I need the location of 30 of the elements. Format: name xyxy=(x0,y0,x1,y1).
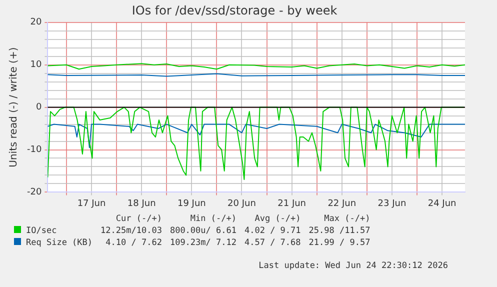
y-tick-label: -10 xyxy=(26,145,42,156)
x-tick-label: 18 Jun xyxy=(127,198,156,209)
text: Last update: Wed Jun 24 22:30:12 2026 xyxy=(258,261,448,271)
chart-title: IOs for /dev/ssd/storage - by week xyxy=(132,3,338,18)
x-tick-label: 20 Jun xyxy=(228,198,256,209)
y-tick-label: -20 xyxy=(26,188,42,198)
x-tick-label: 17 Jun xyxy=(77,198,106,209)
text: Max (-/+) xyxy=(323,213,372,225)
x-tick-label: 21 Jun xyxy=(278,198,306,209)
text: 4.10 / 7.62 xyxy=(104,237,163,249)
x-tick-label: 24 Jun xyxy=(428,198,456,209)
legend-label: Req Size (KB) xyxy=(25,237,94,249)
text: 109.23m/ 7.12 xyxy=(168,237,238,249)
text: Min (-/+) xyxy=(189,213,238,225)
y-tick-label: 0 xyxy=(36,102,42,113)
text: Cur (-/+) xyxy=(114,213,163,225)
text: Avg (-/+) xyxy=(254,213,302,225)
x-tick-label: 23 Jun xyxy=(378,198,406,209)
y-tick-label: 20 xyxy=(30,18,42,28)
text: 25.98 /11.57 xyxy=(308,225,372,237)
y-tick-label: 10 xyxy=(30,60,42,70)
text: 800.00u/ 6.61 xyxy=(168,225,238,237)
text: 4.02 / 9.71 xyxy=(243,225,302,237)
y-axis-title: Units read (-) / write (+) xyxy=(8,47,20,168)
legend-label: IO/sec xyxy=(25,225,58,237)
text: 21.99 / 9.57 xyxy=(308,237,372,249)
x-tick-label: 19 Jun xyxy=(177,198,206,209)
x-tick-label: 22 Jun xyxy=(328,198,356,209)
text: 12.25m/10.03 xyxy=(100,225,163,237)
text: 4.57 / 7.68 xyxy=(243,237,302,249)
